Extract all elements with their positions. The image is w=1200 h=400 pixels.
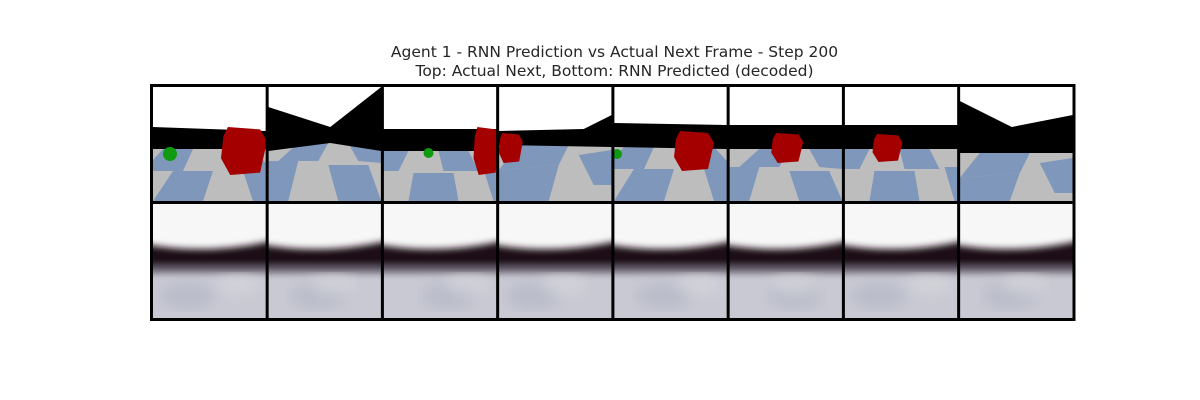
actual-frame [614, 87, 727, 201]
grid-borders [150, 84, 1076, 321]
rnn-predicted-frame [844, 204, 958, 318]
figure-title-line-2: Top: Actual Next, Bottom: RNN Predicted … [415, 62, 814, 80]
rnn-predicted-frame [383, 204, 497, 318]
rnn-predicted-frame [498, 204, 612, 318]
frame-grid [150, 84, 1076, 321]
actual-frame [729, 87, 843, 201]
actual-frame [268, 87, 382, 201]
actual-frame [383, 87, 497, 201]
actual-frame [844, 87, 958, 201]
rnn-predicted-frame [268, 204, 382, 318]
rnn-predicted-frame [729, 204, 843, 318]
rnn-predicted-frame [614, 204, 727, 318]
actual-next-row [153, 87, 1073, 201]
rnn-predicted-row [153, 204, 1073, 318]
figure-title-line-1: Agent 1 - RNN Prediction vs Actual Next … [390, 43, 839, 61]
actual-frame [153, 87, 266, 201]
rnn-predicted-frame [959, 204, 1073, 318]
actual-frame [959, 87, 1073, 201]
actual-frame [498, 87, 612, 201]
rnn-predicted-frame [153, 204, 266, 318]
